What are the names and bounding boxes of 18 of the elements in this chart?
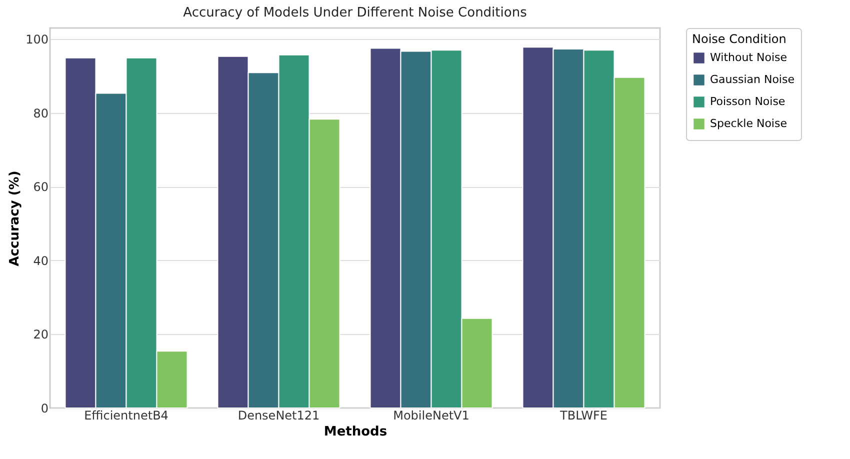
y-tick-label: 0	[40, 402, 48, 416]
x-axis-title: Methods	[324, 424, 388, 440]
x-tick-label: MobileNetV1	[393, 408, 470, 422]
legend-label: Speckle Noise	[710, 117, 788, 130]
chart-title: Accuracy of Models Under Different Noise Conditions	[183, 6, 528, 20]
y-tick-label: 80	[33, 106, 48, 120]
x-tick-label: DenseNet121	[238, 408, 320, 422]
legend-label: Poisson Noise	[710, 95, 786, 108]
legend-label: Gaussian Noise	[710, 73, 795, 86]
legend-title: Noise Condition	[692, 32, 786, 46]
y-tick-label: 20	[33, 328, 48, 342]
x-tick-label: EfficientnetB4	[84, 408, 168, 422]
y-tick-label: 60	[33, 180, 48, 194]
x-tick-label: TBLWFE	[559, 408, 608, 422]
y-axis-title: Accuracy (%)	[8, 170, 23, 266]
y-tick-label: 40	[33, 254, 48, 268]
legend-label: Without Noise	[710, 51, 788, 64]
y-tick-label: 100	[26, 32, 48, 47]
